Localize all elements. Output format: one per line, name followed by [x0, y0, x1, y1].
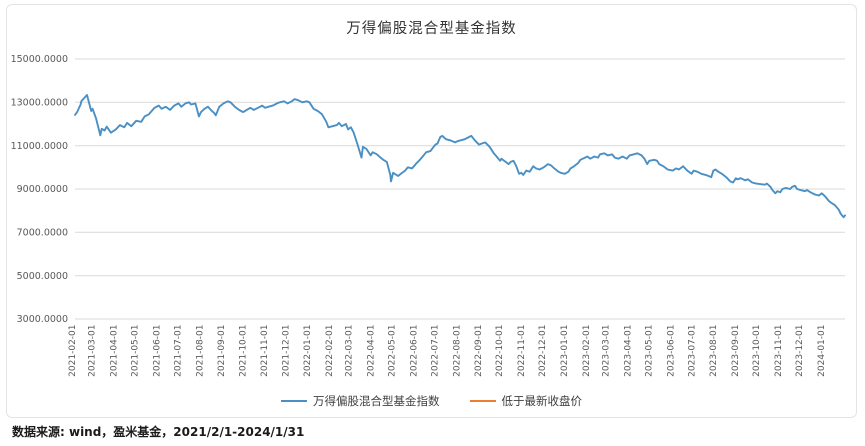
svg-text:2023-09-01: 2023-09-01: [731, 325, 741, 377]
legend-label-below-close: 低于最新收盘价: [501, 394, 583, 408]
svg-text:2021-09-01: 2021-09-01: [217, 325, 227, 377]
svg-text:5000.0000: 5000.0000: [17, 271, 68, 282]
svg-text:2023-11-01: 2023-11-01: [774, 325, 784, 377]
svg-text:2022-07-01: 2022-07-01: [431, 325, 441, 377]
svg-text:2023-10-01: 2023-10-01: [752, 325, 762, 377]
svg-text:2023-06-01: 2023-06-01: [666, 325, 676, 377]
svg-text:2023-08-01: 2023-08-01: [709, 325, 719, 377]
svg-text:2022-09-01: 2022-09-01: [474, 324, 484, 376]
svg-text:2021-11-01: 2021-11-01: [260, 325, 270, 377]
svg-text:3000.0000: 3000.0000: [17, 314, 68, 325]
svg-text:2022-11-01: 2022-11-01: [517, 325, 527, 377]
chart-card: 万得偏股混合型基金指数 3000.0000 5000.0000 7000.0000 9…: [6, 4, 857, 418]
svg-text:2023-04-01: 2023-04-01: [623, 325, 633, 377]
svg-text:2022-05-01: 2022-05-01: [388, 325, 398, 377]
svg-text:2021-07-01: 2021-07-01: [174, 325, 184, 377]
svg-text:2022-06-01: 2022-06-01: [409, 325, 419, 377]
svg-text:2021-10-01: 2021-10-01: [238, 325, 248, 377]
legend-item-below-close: 低于最新收盘价: [469, 393, 583, 409]
svg-text:2022-01-01: 2022-01-01: [303, 325, 313, 377]
svg-text:2022-03-01: 2022-03-01: [345, 325, 355, 377]
svg-text:2022-12-01: 2022-12-01: [538, 325, 548, 377]
svg-text:2022-10-01: 2022-10-01: [495, 325, 505, 377]
svg-text:9000.0000: 9000.0000: [17, 184, 68, 195]
data-source-note: 数据来源: wind，盈米基金，2021/2/1-2024/1/31: [12, 425, 305, 439]
svg-text:2023-05-01: 2023-05-01: [644, 325, 654, 377]
svg-text:2023-02-01: 2023-02-01: [582, 325, 592, 377]
svg-text:11000.0000: 11000.0000: [11, 141, 68, 152]
svg-text:2021-08-01: 2021-08-01: [195, 325, 205, 377]
svg-text:2022-04-01: 2022-04-01: [366, 325, 376, 377]
svg-text:15000.0000: 15000.0000: [11, 54, 68, 65]
svg-text:2023-12-01: 2023-12-01: [795, 325, 805, 377]
svg-text:2021-04-01: 2021-04-01: [110, 325, 120, 377]
svg-text:2024-01-01: 2024-01-01: [817, 325, 827, 377]
svg-text:2022-08-01: 2022-08-01: [452, 325, 462, 377]
svg-text:2021-02-01: 2021-02-01: [68, 325, 78, 377]
svg-text:2021-03-01: 2021-03-01: [88, 325, 98, 377]
svg-text:2023-03-01: 2023-03-01: [602, 325, 612, 377]
line-series-icon: [469, 400, 496, 402]
svg-text:2021-12-01: 2021-12-01: [281, 325, 291, 377]
svg-text:7000.0000: 7000.0000: [17, 228, 68, 239]
legend-label-main-series: 万得偏股混合型基金指数: [313, 394, 440, 408]
plot-area: 3000.0000 5000.0000 7000.0000 9000.0000 1100…: [11, 54, 846, 377]
chart-title: 万得偏股混合型基金指数: [346, 21, 517, 37]
svg-text:2021-06-01: 2021-06-01: [153, 325, 163, 377]
legend-item-main-series: 万得偏股混合型基金指数: [281, 393, 440, 409]
svg-text:2023-07-01: 2023-07-01: [687, 325, 697, 377]
legend: 万得偏股混合型基金指数 低于最新收盘价: [7, 393, 856, 409]
svg-text:13000.0000: 13000.0000: [11, 98, 68, 109]
line-series-icon: [281, 400, 307, 402]
svg-text:2022-02-01: 2022-02-01: [325, 325, 335, 377]
svg-text:2023-01-01: 2023-01-01: [560, 325, 570, 377]
svg-text:2021-05-01: 2021-05-01: [131, 325, 141, 377]
